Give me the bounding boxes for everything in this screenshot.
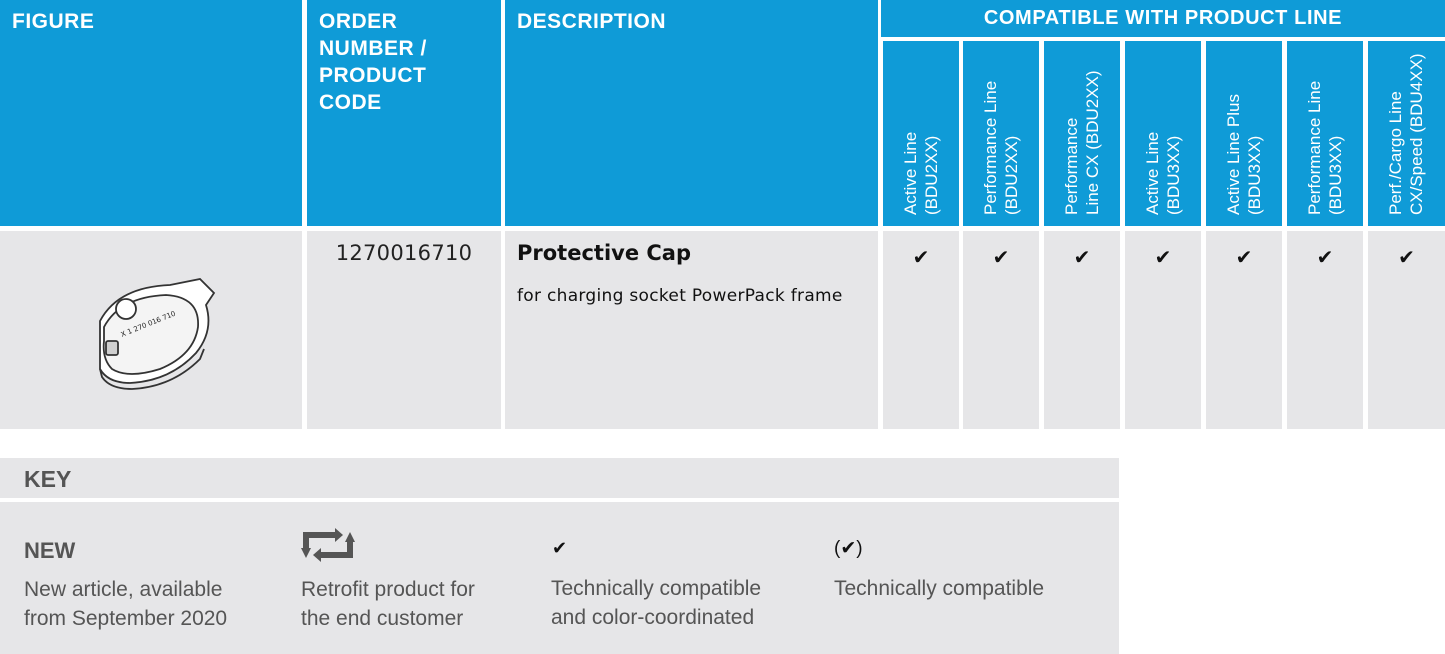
product-line-label: Active Line Plus (BDU3XX) [1224,94,1264,215]
product-line-label: Active Line (BDU3XX) [1143,131,1183,215]
product-line-col-1: Active Line (BDU2XX) [883,41,959,226]
header-description: DESCRIPTION [505,0,878,226]
product-line-label: Active Line (BDU2XX) [901,131,941,215]
check-cell-4: ✔ [1125,231,1201,429]
check-icon: ✔ [552,538,568,558]
check-icon: ✔ [1235,247,1253,269]
check-icon: ✔ [1154,247,1172,269]
product-line-col-5: Active Line Plus (BDU3XX) [1206,41,1282,226]
header-order: ORDER NUMBER / PRODUCT CODE [307,0,501,226]
header-compatible-label: COMPATIBLE WITH PRODUCT LINE [983,7,1343,29]
check-in-parentheses-icon: (✔) [834,538,863,559]
order-cell: 1270016710 [307,231,501,429]
order-number: 1270016710 [335,241,473,265]
header-description-label: DESCRIPTION [517,10,667,33]
check-icon: ✔ [912,247,930,269]
figure-cell: X 1 270 016 710 [0,231,302,429]
key-new-text: New article, available from September 20… [24,578,228,630]
header-figure-label: FIGURE [12,10,95,33]
protective-cap-image: X 1 270 016 710 [99,278,216,390]
check-icon: ✔ [1073,247,1091,269]
product-subtitle: for charging socket PowerPack frame [517,286,843,306]
product-line-label: Performance Line CX (BDU2XX) [1062,70,1102,215]
header-order-label: ORDER NUMBER / PRODUCT CODE [319,10,427,114]
check-cell-2: ✔ [963,231,1039,429]
description-cell: Protective Cap for charging socket Power… [505,231,878,429]
check-cell-3: ✔ [1044,231,1120,429]
retrofit-icon [301,528,355,562]
check-cell-7: ✔ [1368,231,1445,429]
key-compatible-coordinated-text: Technically compatible and color-coordin… [551,577,762,629]
key-body: NEW New article, available from Septembe… [0,502,1119,654]
product-line-label: Perf./Cargo Line CX/Speed (BDU4XX) [1386,53,1426,215]
product-line-col-4: Active Line (BDU3XX) [1125,41,1201,226]
product-line-label: Performance Line (BDU2XX) [981,80,1021,215]
product-line-col-6: Performance Line (BDU3XX) [1287,41,1363,226]
product-title: Protective Cap [517,241,691,265]
check-cell-5: ✔ [1206,231,1282,429]
new-badge: NEW [24,538,76,563]
key-title: KEY [24,466,72,492]
check-icon: ✔ [992,247,1010,269]
check-cell-1: ✔ [883,231,959,429]
check-icon: ✔ [1398,247,1415,269]
product-line-col-7: Perf./Cargo Line CX/Speed (BDU4XX) [1368,41,1445,226]
header-compatible: COMPATIBLE WITH PRODUCT LINE [881,0,1445,37]
header-figure: FIGURE [0,0,302,226]
product-line-col-2: Performance Line (BDU2XX) [963,41,1039,226]
key-header: KEY [0,458,1119,498]
product-line-label: Performance Line (BDU3XX) [1305,80,1345,215]
key-retrofit-text: Retrofit product for the end customer [301,578,475,630]
key-compatible-text: Technically compatible [834,577,1045,600]
check-icon: ✔ [1316,247,1334,269]
product-line-col-3: Performance Line CX (BDU2XX) [1044,41,1120,226]
check-cell-6: ✔ [1287,231,1363,429]
